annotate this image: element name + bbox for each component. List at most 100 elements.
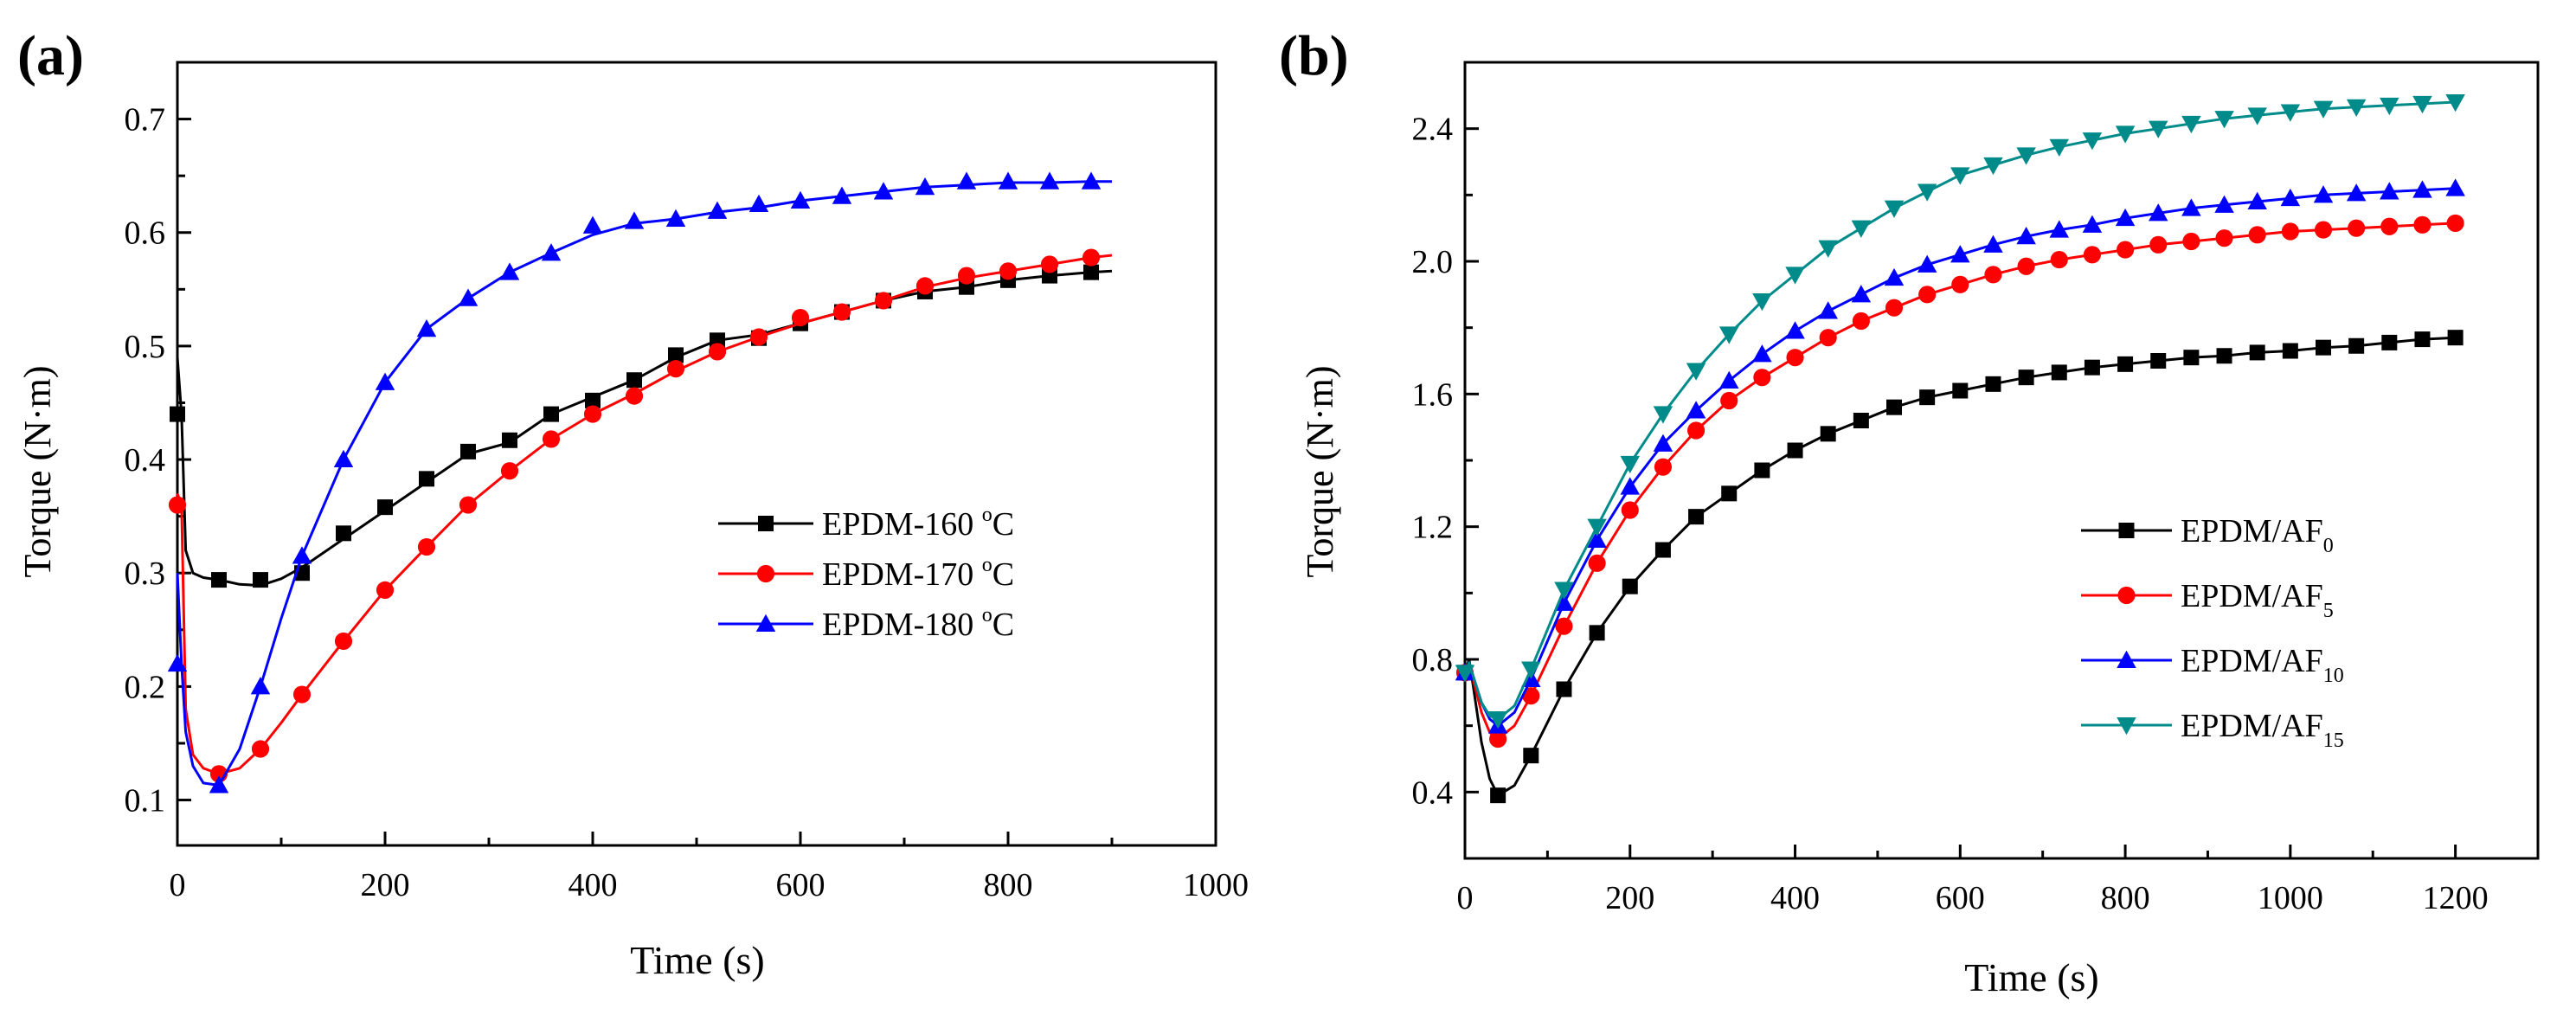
panel-b-series-2-line bbox=[1463, 187, 2456, 728]
panel-b-legend-marker bbox=[2117, 650, 2136, 668]
panel-b-series-0-point bbox=[1853, 413, 1869, 428]
panel-b-series-2-point bbox=[2016, 227, 2036, 245]
panel-a-series-1-point bbox=[334, 632, 353, 650]
panel-b-series-0-point bbox=[2216, 348, 2232, 364]
panel-b-y-tick-label: 2.0 bbox=[1412, 244, 1454, 280]
panel-a-series-layer bbox=[167, 171, 1113, 793]
panel-a-series-2-point bbox=[582, 215, 603, 234]
panel-b-series-1-point bbox=[2380, 217, 2399, 235]
panel-b-series-2-point bbox=[1620, 477, 1641, 495]
panel-b-legend-marker bbox=[2117, 717, 2136, 736]
panel-b-series-3-point bbox=[2115, 125, 2136, 144]
panel-a-legend-marker bbox=[758, 516, 774, 531]
panel-b-series-3-line bbox=[1463, 100, 2456, 721]
panel-b-series-0-point bbox=[1622, 578, 1638, 594]
panel-b-series-2-point bbox=[2148, 203, 2168, 222]
panel-b-series-2-point bbox=[1851, 285, 1872, 303]
panel-b-series-1-point bbox=[1621, 501, 1639, 519]
panel-b-series-1-point bbox=[1951, 275, 1969, 293]
panel-a-series-2-point bbox=[873, 182, 894, 200]
panel-b-series-1-point bbox=[1753, 369, 1771, 387]
panel-a-series-2-point bbox=[167, 653, 188, 672]
panel-b-legend-label: EPDM/AF5 bbox=[2181, 578, 2334, 622]
panel-a-series-2-point bbox=[832, 186, 852, 204]
panel-b-series-2-point bbox=[2380, 182, 2399, 200]
panel-b-series-0-point bbox=[2282, 343, 2298, 359]
panel-a-series-1-point bbox=[874, 292, 893, 310]
panel-a-series-2-point bbox=[499, 262, 520, 280]
panel-b-series-2-point bbox=[1686, 401, 1706, 419]
panel-b-series-1-point bbox=[1555, 617, 1573, 635]
panel-b-legend-label: EPDM/AF10 bbox=[2181, 643, 2344, 687]
panel-b-series-2-point bbox=[1785, 321, 1805, 339]
panel-a-x-tick-label: 800 bbox=[984, 867, 1033, 903]
panel-b-x-tick-label: 600 bbox=[1936, 880, 1985, 916]
panel-b-x-tick-label: 0 bbox=[1457, 880, 1474, 916]
panel-a-series-2-point bbox=[707, 201, 728, 219]
panel-b-series-2-point bbox=[1718, 370, 1739, 389]
panel-a-series-0-point bbox=[419, 471, 434, 487]
panel-a-series-2 bbox=[167, 171, 1112, 793]
panel-a-series-2-point bbox=[998, 171, 1018, 190]
panel-b-series-1-point bbox=[2248, 226, 2266, 244]
panel-a-series-1-point bbox=[999, 262, 1018, 280]
panel-b-series-0-point bbox=[1556, 681, 1572, 697]
panel-a-legend-label: EPDM-160 oC bbox=[822, 504, 1014, 543]
panel-a-legend-item-0: EPDM-160 oC bbox=[718, 504, 1014, 543]
panel-b-series-2-point bbox=[1917, 254, 1937, 273]
panel-b-series-1-point bbox=[1489, 729, 1507, 749]
panel-a-series-1-point bbox=[749, 328, 768, 346]
panel-b-series-0-point bbox=[1820, 426, 1836, 442]
panel-b-series-1-point bbox=[2281, 222, 2299, 241]
panel-b-series-3-point bbox=[2280, 104, 2301, 122]
panel-a-series-0-point bbox=[336, 525, 351, 542]
panel-b-series-0-point bbox=[1654, 542, 1671, 558]
panel-a-series-1-point bbox=[666, 360, 685, 378]
panel-a-series-2-point bbox=[665, 209, 686, 227]
panel-b-series-1-point bbox=[2050, 251, 2068, 269]
panel-b-series-1-point bbox=[1918, 286, 1937, 304]
panel-b-y-axis-title: Torque (N·m) bbox=[1299, 366, 1341, 578]
panel-b-series-1-point bbox=[2149, 235, 2168, 254]
panel-b-series-3-point bbox=[2016, 147, 2036, 165]
panel-b-series-3-point bbox=[1752, 293, 1772, 312]
panel-b-series-0 bbox=[1457, 330, 2464, 804]
panel-a-series-2-point bbox=[250, 677, 271, 695]
panel-b-series-2-point bbox=[1983, 235, 2003, 253]
panel-a-series-2-point bbox=[1081, 171, 1102, 190]
panel-b-series-3-point bbox=[2380, 97, 2399, 116]
panel-a-y-tick-label: 0.7 bbox=[125, 102, 166, 138]
panel-a-series-2-point bbox=[458, 288, 479, 306]
panel-a-series-0-point bbox=[1083, 264, 1099, 280]
panel-a-legend: EPDM-160 oC EPDM-170 oC EPDM-180 oC bbox=[718, 504, 1014, 643]
panel-b-legend: EPDM/AF0 EPDM/AF5 EPDM/AF10 EPDM/AF15 bbox=[2081, 513, 2344, 752]
panel-a-series-0-point bbox=[377, 499, 393, 516]
panel-b-series-0-point bbox=[2447, 330, 2464, 346]
panel-a-legend-marker bbox=[756, 564, 775, 583]
panel-a-series-1-point bbox=[708, 343, 727, 361]
panel-b-series-1-point bbox=[2017, 257, 2035, 275]
panel-b-legend-item-2: EPDM/AF10 bbox=[2081, 643, 2344, 687]
panel-b-series-1-point bbox=[1522, 687, 1540, 705]
panel-b-axis-ticks: 0 200 400 600 800 1000 1200 0.4 0.8 1.2 1.6 2.0 2.4 bbox=[1412, 112, 2540, 916]
panel-b-series-3-point bbox=[1620, 455, 1641, 474]
panel-b-y-tick-label: 0.8 bbox=[1412, 642, 1454, 678]
panel-b-legend-label: EPDM/AF0 bbox=[2181, 513, 2334, 557]
panel-b-series-3-point bbox=[2346, 99, 2367, 117]
panel-b-series-0-point bbox=[1787, 442, 1803, 459]
panel-a-series-1-point bbox=[791, 309, 810, 327]
panel-a-x-tick-label: 600 bbox=[776, 867, 825, 903]
panel-b-series-3-point bbox=[1653, 406, 1673, 424]
panel-b-series-0-point bbox=[2348, 337, 2365, 354]
panel-b-series-3-point bbox=[1884, 200, 1905, 218]
panel-b-series-2-point bbox=[2214, 195, 2234, 213]
panel-b-series-1-point bbox=[1984, 266, 2002, 284]
panel-a-series-0-point bbox=[626, 372, 642, 389]
panel-a-plot-frame bbox=[176, 61, 1217, 847]
panel-b-series-2-point bbox=[1587, 530, 1607, 548]
panel-a-series-1-point bbox=[957, 267, 976, 285]
panel-b-series-0-point bbox=[2150, 353, 2167, 369]
panel-b-series-2-point bbox=[1950, 245, 1970, 263]
panel-b-series-2-point bbox=[2445, 178, 2465, 196]
